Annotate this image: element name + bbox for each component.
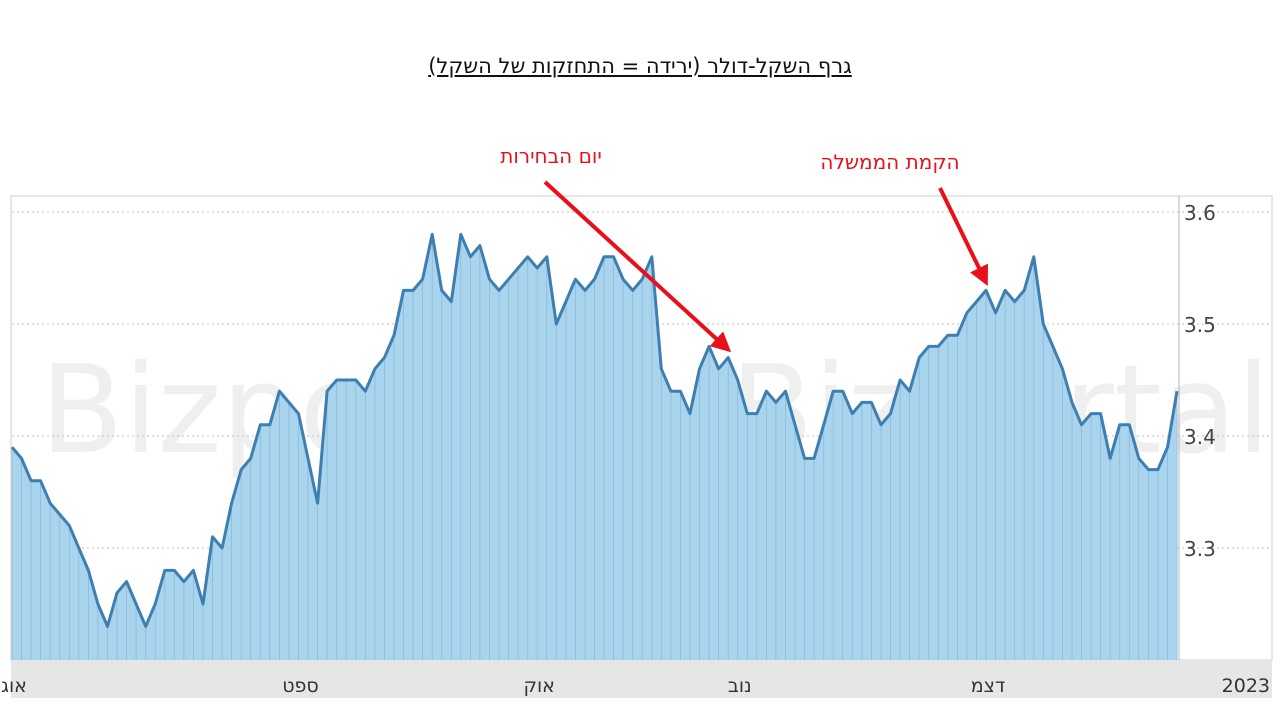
annotations: יום הבחירות הקמת הממשלה [500,144,988,353]
x-tick-label: דצמ [971,675,1006,697]
annotation-label: יום הבחירות [500,144,602,168]
x-tick-label: אוג [1,675,27,697]
y-tick-label: 3.5 [1184,313,1216,337]
y-tick-label: 3.6 [1184,201,1216,225]
x-tick-label: ספט [282,675,319,697]
x-axis: אוג ספט אוק נוב דצמ 2023 [1,675,1270,697]
annotation-arrow [543,180,732,353]
x-tick-label: אוק [524,675,555,697]
x-axis-band [11,660,1272,698]
annotation-label: הקמת הממשלה [820,150,959,174]
area-series [10,196,1180,660]
annotation-arrow [938,187,988,286]
x-tick-label: נוב [728,675,752,697]
chart-title: גרף השקל-דולר (ירידה = התחזקות של השקל) [428,54,852,78]
y-axis: 3.6 3.5 3.4 3.3 [1184,201,1216,561]
y-tick-label: 3.3 [1184,537,1216,561]
y-tick-label: 3.4 [1184,425,1216,449]
x-tick-label: 2023 [1222,675,1270,697]
series-line [10,232,1179,628]
